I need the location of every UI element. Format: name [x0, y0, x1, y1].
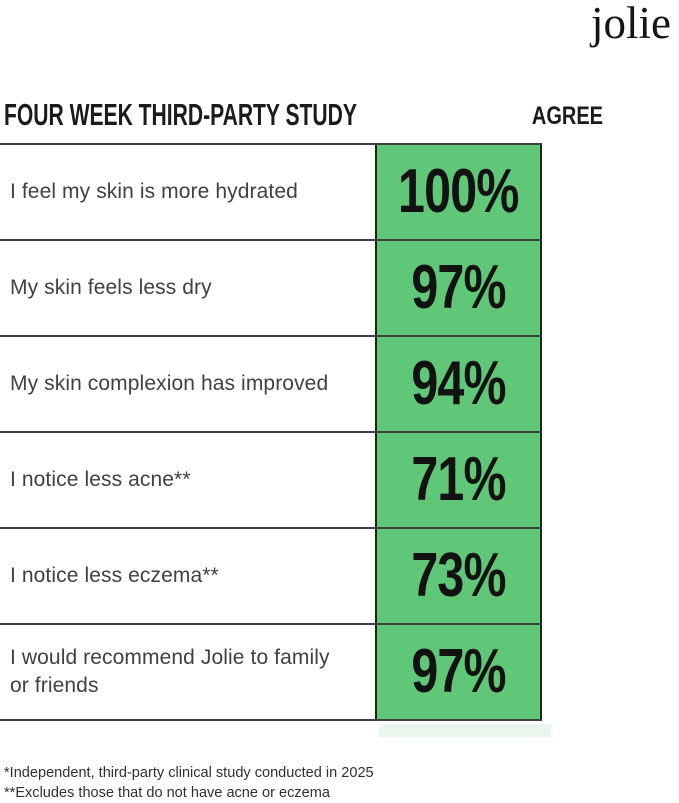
- agree-cell: 97%: [375, 625, 542, 719]
- statement-text: My skin complexion has improved: [10, 372, 329, 395]
- agree-value: 71%: [411, 445, 506, 514]
- agree-column-shadow: [379, 724, 551, 737]
- statement-text: My skin feels less dry: [10, 276, 212, 299]
- agree-cell: 97%: [375, 241, 542, 335]
- agree-value: 100%: [398, 157, 519, 226]
- footnote-exclusions: **Excludes those that do not have acne o…: [4, 784, 330, 801]
- agree-cell: 100%: [375, 145, 542, 239]
- statement-text: I notice less eczema**: [10, 564, 219, 587]
- agree-value: 73%: [411, 541, 506, 610]
- agree-value: 97%: [411, 637, 506, 706]
- study-results-panel: FOUR WEEK THIRD-PARTY STUDY AGREE I feel…: [0, 97, 603, 803]
- study-title-wrap: FOUR WEEK THIRD-PARTY STUDY: [0, 97, 523, 132]
- agree-cell: 71%: [375, 433, 542, 527]
- footnotes: *Independent, third-party clinical study…: [0, 763, 542, 803]
- statement-text: I notice less acne**: [10, 468, 191, 491]
- agree-cell: 73%: [375, 529, 542, 623]
- table-row: My skin complexion has improved 94%: [0, 337, 542, 433]
- table-row: I notice less eczema** 73%: [0, 529, 542, 625]
- statement-text: I feel my skin is more hydrated: [10, 180, 298, 203]
- table-row: I notice less acne** 71%: [0, 433, 542, 529]
- agree-column-header-wrap: AGREE: [523, 102, 612, 130]
- table-row: My skin feels less dry 97%: [0, 241, 542, 337]
- study-table: I feel my skin is more hydrated 100% My …: [0, 143, 542, 721]
- footnote-study-source: *Independent, third-party clinical study…: [4, 764, 374, 781]
- agree-cell: 94%: [375, 337, 542, 431]
- statement-text: I would recommend Jolie to family or fri…: [10, 646, 330, 697]
- agree-value: 97%: [411, 253, 506, 322]
- table-row: I would recommend Jolie to family or fri…: [0, 625, 542, 721]
- brand-logo: jolie: [591, 0, 671, 48]
- agree-column-header: AGREE: [531, 102, 603, 130]
- agree-value: 94%: [411, 349, 506, 418]
- table-row: I feel my skin is more hydrated 100%: [0, 145, 542, 241]
- study-title: FOUR WEEK THIRD-PARTY STUDY: [4, 97, 357, 132]
- table-header: FOUR WEEK THIRD-PARTY STUDY AGREE: [0, 97, 603, 132]
